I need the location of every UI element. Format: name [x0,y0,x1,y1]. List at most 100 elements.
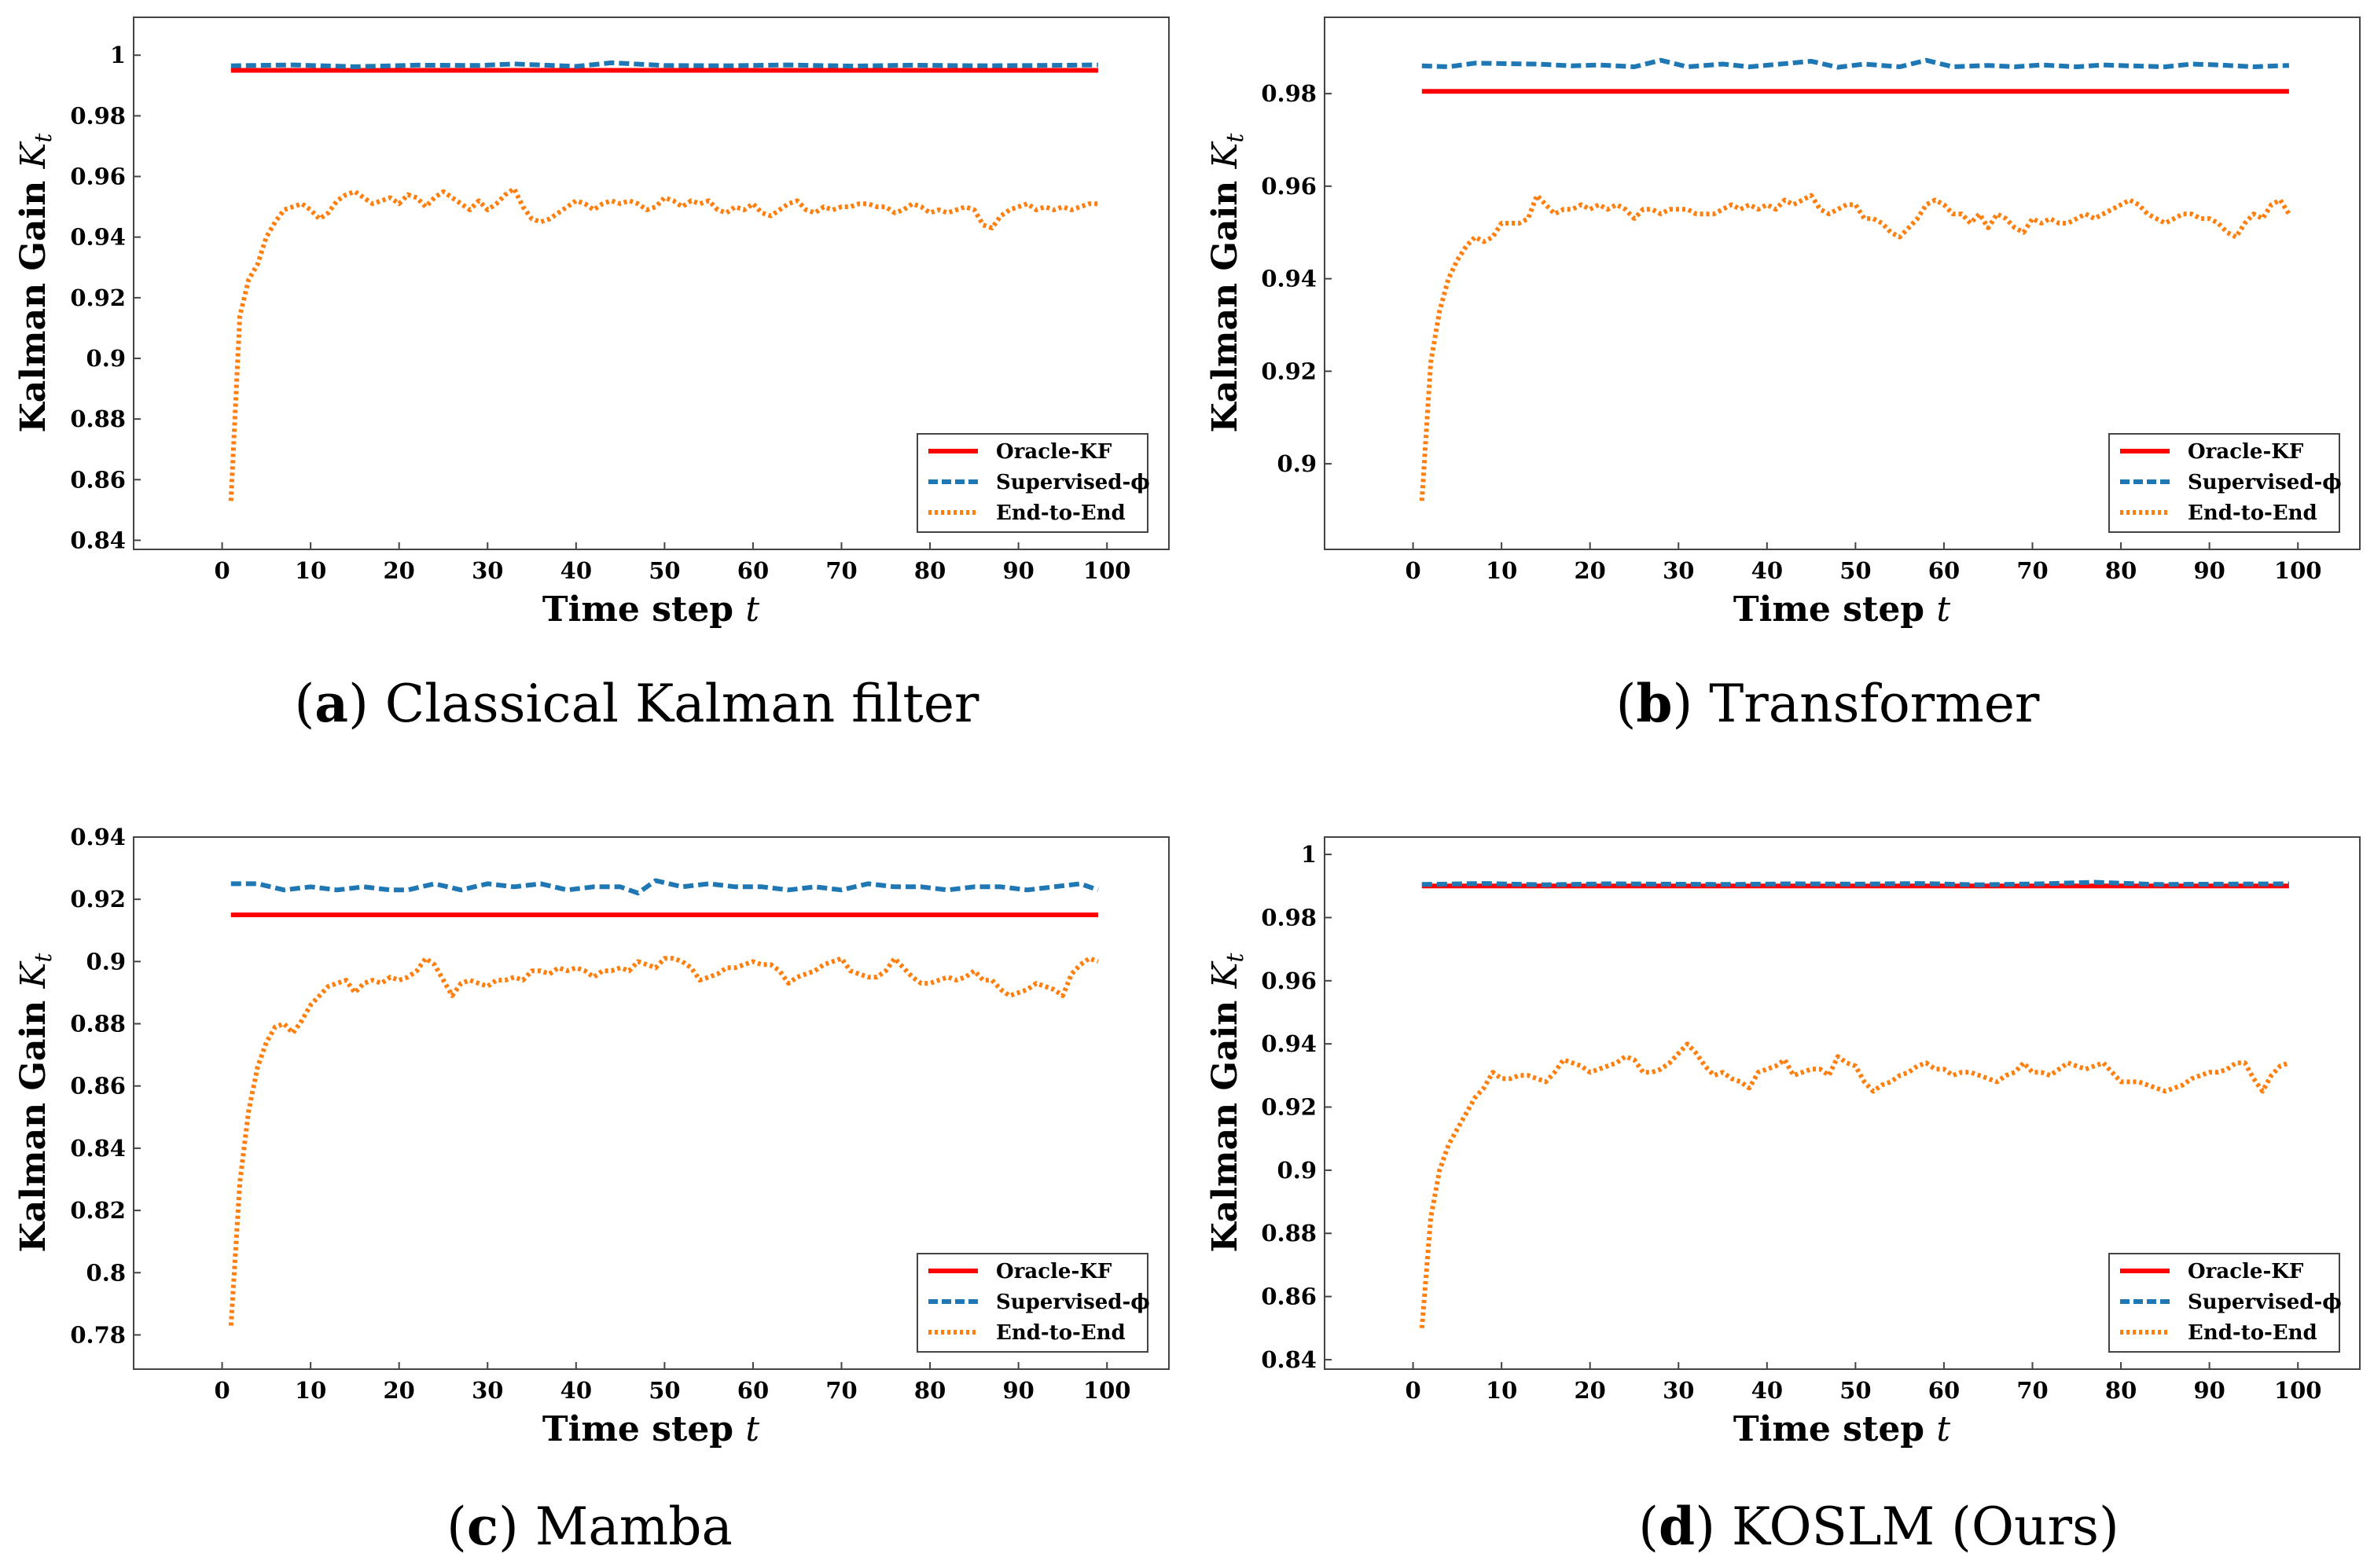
x-tick-label: 90 [1002,1377,1034,1404]
y-tick-label: 0.92 [70,285,126,311]
x-axis-title: Time step t [542,589,760,630]
legend-label-end-to-end: End-to-End [996,501,1126,525]
panel-caption: (a) Classical Kalman filter [295,673,979,734]
legend-label-end-to-end: End-to-End [2188,1321,2317,1345]
x-axis-title-var: t [1936,589,1950,630]
legend-label-end-to-end: End-to-End [996,1321,1126,1345]
x-tick-label: 90 [2193,1377,2225,1404]
y-tick-label: 0.8 [86,1259,126,1286]
panel-caption: (d) KOSLM (Ours) [1638,1496,2119,1557]
legend-label-oracle-kf: Oracle-KF [996,1260,1112,1283]
y-tick-label: 0.88 [70,406,126,432]
x-tick-label: 50 [649,1377,680,1404]
x-tick-label: 70 [2016,557,2048,584]
series-line-end-to-end [228,956,1099,1326]
x-ticks: 0 10 20 30 40 50 60 70 80 90 100 [214,1362,1130,1404]
x-tick-label: 80 [2105,1377,2137,1404]
y-tick-label: 0.88 [1261,1220,1317,1247]
caption-letter: c [467,1496,498,1557]
y-tick-label: 0.86 [70,1073,126,1100]
legend: Oracle-KF Supervised-ϕ End-to-End [2108,1253,2342,1353]
x-axis-title-text: Time step [542,589,733,630]
y-tick-label: 1 [110,42,126,68]
y-tick-label: 0.9 [86,345,126,372]
legend: Oracle-KF Supervised-ϕ End-to-End [917,433,1150,533]
caption-letter: d [1659,1496,1695,1557]
x-tick-label: 80 [914,1377,946,1404]
legend: Oracle-KF Supervised-ϕ End-to-End [2108,433,2342,533]
x-tick-label: 100 [1083,1377,1131,1404]
legend-label-supervised-phi: Supervised-ϕ [2188,1291,2342,1314]
x-tick-label: 60 [1928,557,1960,584]
x-tick-label: 30 [472,557,503,584]
y-tick-label: 0.92 [70,886,126,913]
x-tick-label: 20 [1575,557,1606,584]
series-line-supervised [230,60,1098,69]
x-tick-label: 40 [1751,1377,1783,1404]
x-tick-label: 30 [1663,1377,1694,1404]
x-axis-title-text: Time step [542,1409,733,1449]
x-axis-title: Time step t [1733,1409,1951,1449]
y-axis-title-sub: t [30,953,57,963]
x-tick-label: 70 [2016,1377,2048,1404]
legend-label-oracle-kf: Oracle-KF [2188,440,2304,464]
y-axis-title: Kalman Gain Kt [13,953,57,1253]
series-layer [1419,57,2291,501]
x-tick-label: 80 [2105,557,2137,584]
x-tick-label: 60 [1928,1377,1960,1404]
y-axis-title-var: K [1205,141,1245,169]
y-tick-label: 0.84 [1261,1346,1317,1373]
y-tick-label: 0.94 [70,824,126,850]
y-axis-title: Kalman Gain Kt [1205,953,1249,1253]
y-tick-label: 0.96 [1261,173,1317,200]
x-tick-label: 50 [1839,557,1871,584]
y-tick-label: 0.86 [70,466,126,493]
y-tick-label: 0.82 [70,1197,126,1224]
legend-label-supervised-phi: Supervised-ϕ [2188,471,2342,494]
caption-letter: b [1636,673,1672,734]
y-ticks: 0.9 0.92 0.94 0.96 0.98 [1261,80,1332,477]
y-tick-label: 0.96 [1261,968,1317,994]
x-tick-label: 40 [1751,557,1783,584]
y-tick-label: 1 [1301,841,1317,868]
y-tick-label: 0.78 [70,1321,126,1348]
x-tick-label: 40 [560,1377,592,1404]
y-tick-label: 0.92 [1261,358,1317,384]
y-axis-title-sub: t [1222,133,1249,143]
x-tick-label: 100 [2274,557,2322,584]
caption-title: Mamba [535,1496,733,1557]
legend-label-supervised-phi: Supervised-ϕ [996,1291,1150,1314]
x-tick-label: 60 [737,1377,769,1404]
y-ticks: 0.84 0.86 0.88 0.9 0.92 0.94 0.96 0.98 1 [70,42,141,553]
y-tick-label: 0.84 [70,1135,126,1162]
x-tick-label: 10 [1486,557,1517,584]
legend-label-oracle-kf: Oracle-KF [2188,1260,2304,1283]
y-tick-label: 0.88 [70,1011,126,1037]
x-tick-label: 20 [384,1377,415,1404]
y-axis-title-text: Kalman Gain [1205,1001,1245,1253]
x-tick-label: 20 [384,557,415,584]
x-tick-label: 90 [2193,557,2225,584]
y-axis-title-sub: t [1222,953,1249,963]
y-axis-title: Kalman Gain Kt [13,133,57,433]
y-tick-label: 0.9 [1277,450,1317,477]
x-axis-title-var: t [745,1409,759,1449]
panel-caption: (b) Transformer [1616,673,2040,734]
panel-caption: (c) Mamba [447,1496,733,1557]
x-tick-label: 100 [2274,1377,2322,1404]
caption-title: KOSLM (Ours) [1732,1496,2119,1557]
y-axis-title-var: K [13,141,53,169]
x-axis-title-text: Time step [1733,589,1924,630]
x-axis-title-var: t [1936,1409,1950,1449]
series-line-supervised [230,878,1099,896]
x-ticks: 0 10 20 30 40 50 60 70 80 90 100 [214,542,1130,584]
y-tick-label: 0.9 [86,948,126,975]
x-ticks: 0 10 20 30 40 50 60 70 80 90 100 [1405,542,2321,584]
plot-area-frame [1324,17,2361,550]
series-line-supervised [1421,57,2290,70]
x-ticks: 0 10 20 30 40 50 60 70 80 90 100 [1405,1362,2321,1404]
y-axis-title: Kalman Gain Kt [1205,133,1249,433]
plot-area-frame [133,836,1170,1370]
x-axis-title: Time step t [1733,589,1951,630]
panel-b: 0.9 0.92 0.94 0.96 0.98 0 10 20 30 40 50 60 70 80 90 1… [1205,17,2361,734]
